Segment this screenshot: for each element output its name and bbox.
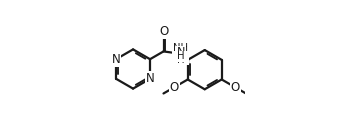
Text: N: N bbox=[145, 72, 154, 85]
Text: NH
H: NH H bbox=[173, 43, 188, 65]
Text: N: N bbox=[177, 47, 185, 57]
Text: O: O bbox=[159, 25, 168, 38]
Text: O: O bbox=[170, 81, 179, 94]
Text: H: H bbox=[177, 51, 185, 61]
Text: O: O bbox=[230, 81, 240, 94]
Text: N: N bbox=[112, 53, 120, 66]
